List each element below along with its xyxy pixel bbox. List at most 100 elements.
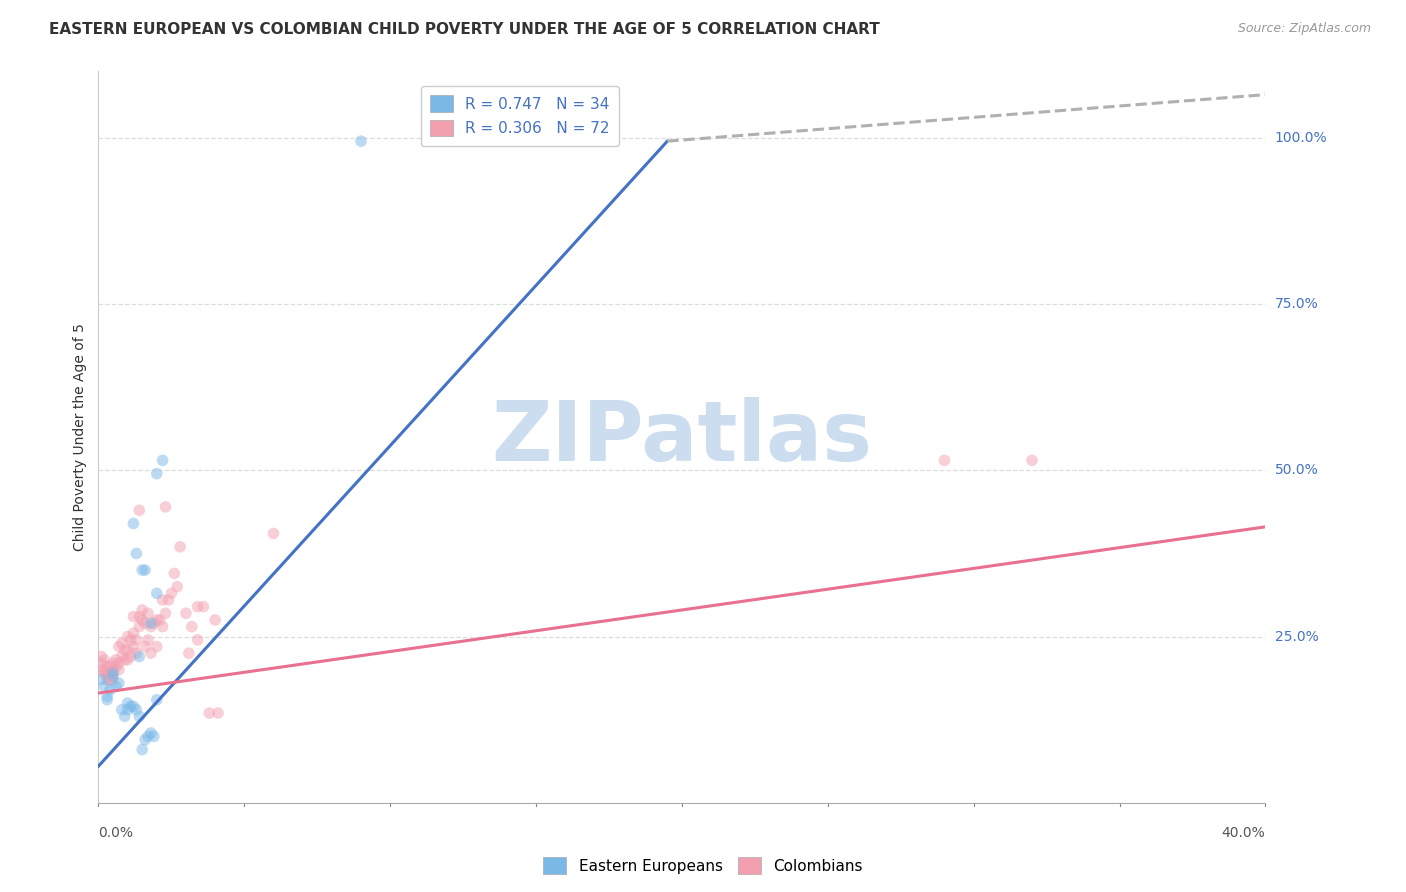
Point (111, 649, 134, 664)
Text: Source: ZipAtlas.com: Source: ZipAtlas.com (1237, 22, 1371, 36)
Point (136, 607, 159, 621)
Legend: Eastern Europeans, Colombians: Eastern Europeans, Colombians (537, 851, 869, 880)
Point (96, 669, 118, 683)
Point (155, 607, 177, 621)
Point (93, 680, 115, 694)
Point (108, 656, 131, 670)
Point (96, 666, 118, 681)
Point (101, 666, 124, 681)
Point (125, 703, 148, 717)
Point (122, 626, 145, 640)
Point (139, 726, 162, 740)
Point (114, 653, 136, 667)
Point (142, 616, 165, 631)
Point (111, 636, 134, 650)
Point (207, 706, 229, 720)
Point (104, 680, 127, 694)
Point (120, 699, 142, 714)
Point (163, 566, 186, 581)
Text: ZIPatlas: ZIPatlas (492, 397, 872, 477)
Point (104, 659, 127, 673)
Point (136, 729, 159, 743)
Point (128, 649, 150, 664)
Point (98, 666, 121, 681)
Point (122, 609, 145, 624)
Point (90, 663, 112, 677)
Point (160, 586, 183, 600)
Text: 40.0%: 40.0% (1222, 826, 1265, 840)
Point (169, 540, 191, 554)
Point (122, 699, 145, 714)
Point (120, 649, 142, 664)
Point (204, 613, 226, 627)
Point (117, 643, 139, 657)
Point (134, 732, 156, 747)
Point (131, 742, 153, 756)
Point (142, 729, 165, 743)
Point (90, 649, 112, 664)
Point (128, 619, 150, 633)
Point (131, 563, 153, 577)
Point (120, 632, 142, 647)
Point (108, 663, 131, 677)
Point (131, 603, 153, 617)
Point (136, 632, 159, 647)
Point (96, 690, 118, 704)
Point (125, 546, 148, 560)
Point (125, 632, 148, 647)
Point (117, 630, 139, 644)
Point (98, 669, 121, 683)
Point (96, 659, 118, 673)
Point (146, 467, 169, 481)
Point (146, 613, 169, 627)
Point (108, 676, 131, 690)
Point (114, 709, 136, 723)
Point (111, 703, 134, 717)
Point (152, 453, 174, 467)
Point (104, 653, 127, 667)
Point (139, 646, 162, 660)
Point (146, 640, 169, 654)
Point (122, 516, 145, 531)
Point (174, 607, 197, 621)
Point (117, 653, 139, 667)
Point (101, 656, 124, 670)
Point (166, 580, 188, 594)
Point (134, 640, 156, 654)
Legend: R = 0.747   N = 34, R = 0.306   N = 72: R = 0.747 N = 34, R = 0.306 N = 72 (422, 87, 619, 145)
Point (98, 682, 121, 697)
Point (152, 593, 174, 607)
Y-axis label: Child Poverty Under the Age of 5: Child Poverty Under the Age of 5 (73, 323, 87, 551)
Text: 50.0%: 50.0% (1275, 463, 1319, 477)
Point (177, 646, 200, 660)
Point (114, 643, 136, 657)
Point (139, 619, 162, 633)
Point (96, 692, 118, 706)
Point (134, 616, 156, 631)
Point (125, 646, 148, 660)
Point (101, 663, 124, 677)
Point (1021, 453, 1043, 467)
Point (187, 632, 209, 647)
Point (198, 706, 221, 720)
Point (117, 696, 139, 710)
Point (350, 134, 373, 148)
Point (117, 703, 139, 717)
Text: EASTERN EUROPEAN VS COLOMBIAN CHILD POVERTY UNDER THE AGE OF 5 CORRELATION CHART: EASTERN EUROPEAN VS COLOMBIAN CHILD POVE… (49, 22, 880, 37)
Point (98, 659, 121, 673)
Point (90, 673, 112, 687)
Point (93, 653, 115, 667)
Point (101, 666, 124, 681)
Point (146, 586, 169, 600)
Point (93, 666, 115, 681)
Point (193, 599, 215, 614)
Point (146, 692, 169, 706)
Point (155, 500, 177, 514)
Point (128, 503, 150, 517)
Point (149, 613, 172, 627)
Point (934, 453, 956, 467)
Point (101, 669, 124, 683)
Point (122, 640, 145, 654)
Point (90, 656, 112, 670)
Point (187, 599, 209, 614)
